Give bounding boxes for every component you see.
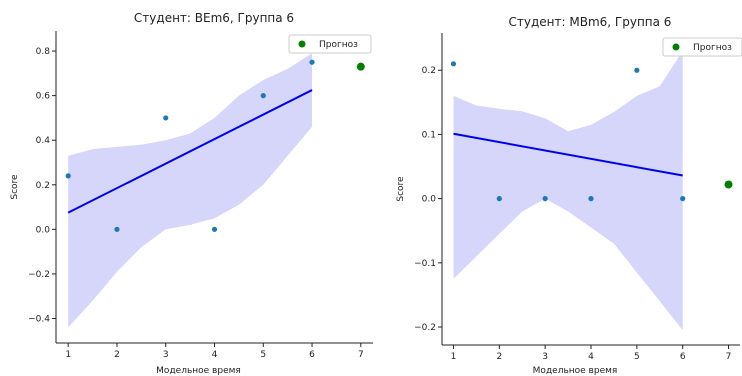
data-point [588, 196, 594, 202]
x-tick-label: 2 [496, 352, 502, 362]
x-tick-label: 4 [212, 350, 218, 360]
data-point [114, 226, 120, 232]
data-point [65, 173, 71, 179]
data-point [634, 67, 640, 73]
legend: Прогноз [662, 37, 742, 57]
data-point [496, 196, 502, 202]
y-axis-label: Score [10, 174, 20, 200]
forecast-point [724, 180, 733, 189]
legend: Прогноз [288, 34, 372, 54]
data-point [542, 196, 548, 202]
legend-box [288, 34, 372, 54]
legend-marker [298, 40, 306, 48]
legend-box [662, 37, 742, 57]
y-tick-label: 0.4 [36, 136, 51, 146]
x-axis-label: Модельное время [533, 366, 618, 376]
x-tick-label: 5 [634, 352, 640, 362]
x-tick-label: 7 [726, 352, 732, 362]
legend-label: Прогноз [693, 43, 732, 53]
legend-label: Прогноз [319, 40, 358, 50]
y-tick-label: 0.1 [422, 130, 436, 140]
data-point [680, 196, 686, 202]
y-tick-label: −0.4 [28, 314, 50, 324]
chart-2: Студент: MBm6, Группа 6 1 2 3 4 5 6 7 −0.2 −0.1 0.… [396, 15, 742, 376]
y-tick-label: −0.2 [414, 323, 436, 333]
forecast-point [356, 62, 365, 71]
x-tick-label: 3 [542, 352, 548, 362]
y-tick-label: 0.2 [36, 181, 50, 191]
data-point [309, 59, 315, 65]
x-tick-label: 2 [114, 350, 120, 360]
y-tick-label: 0.0 [422, 195, 437, 205]
y-tick-label: −0.1 [414, 259, 436, 269]
chart-title: Студент: BEm6, Группа 6 [134, 11, 294, 25]
x-tick-label: 6 [309, 350, 315, 360]
x-tick-label: 1 [451, 352, 457, 362]
data-point [450, 61, 457, 67]
y-tick-label: −0.2 [28, 270, 50, 280]
y-tick-label: 0.2 [422, 66, 436, 76]
confidence-band [68, 53, 312, 328]
confidence-band [453, 51, 683, 331]
x-tick-label: 1 [65, 350, 71, 360]
y-tick-label: 0.6 [36, 92, 51, 102]
x-tick-label: 4 [588, 352, 594, 362]
x-tick-label: 5 [260, 350, 266, 360]
data-point [260, 93, 266, 99]
x-tick-label: 7 [358, 350, 364, 360]
data-point [211, 226, 218, 232]
x-axis-label: Модельное время [156, 366, 241, 376]
chart-1: Студент: BEm6, Группа 6 1 2 3 4 5 6 7 −0.4 −0.2 0.… [10, 11, 373, 376]
regression-line [453, 132, 683, 177]
x-tick-label: 6 [680, 352, 686, 362]
y-tick-label: 0.0 [36, 225, 51, 235]
chart-title: Студент: MBm6, Группа 6 [509, 15, 672, 29]
x-tick-label: 3 [163, 350, 169, 360]
legend-marker [672, 43, 680, 51]
regression-line [67, 89, 313, 214]
data-point [163, 115, 169, 121]
y-tick-label: 0.8 [36, 47, 51, 57]
y-axis-label: Score [396, 176, 406, 202]
